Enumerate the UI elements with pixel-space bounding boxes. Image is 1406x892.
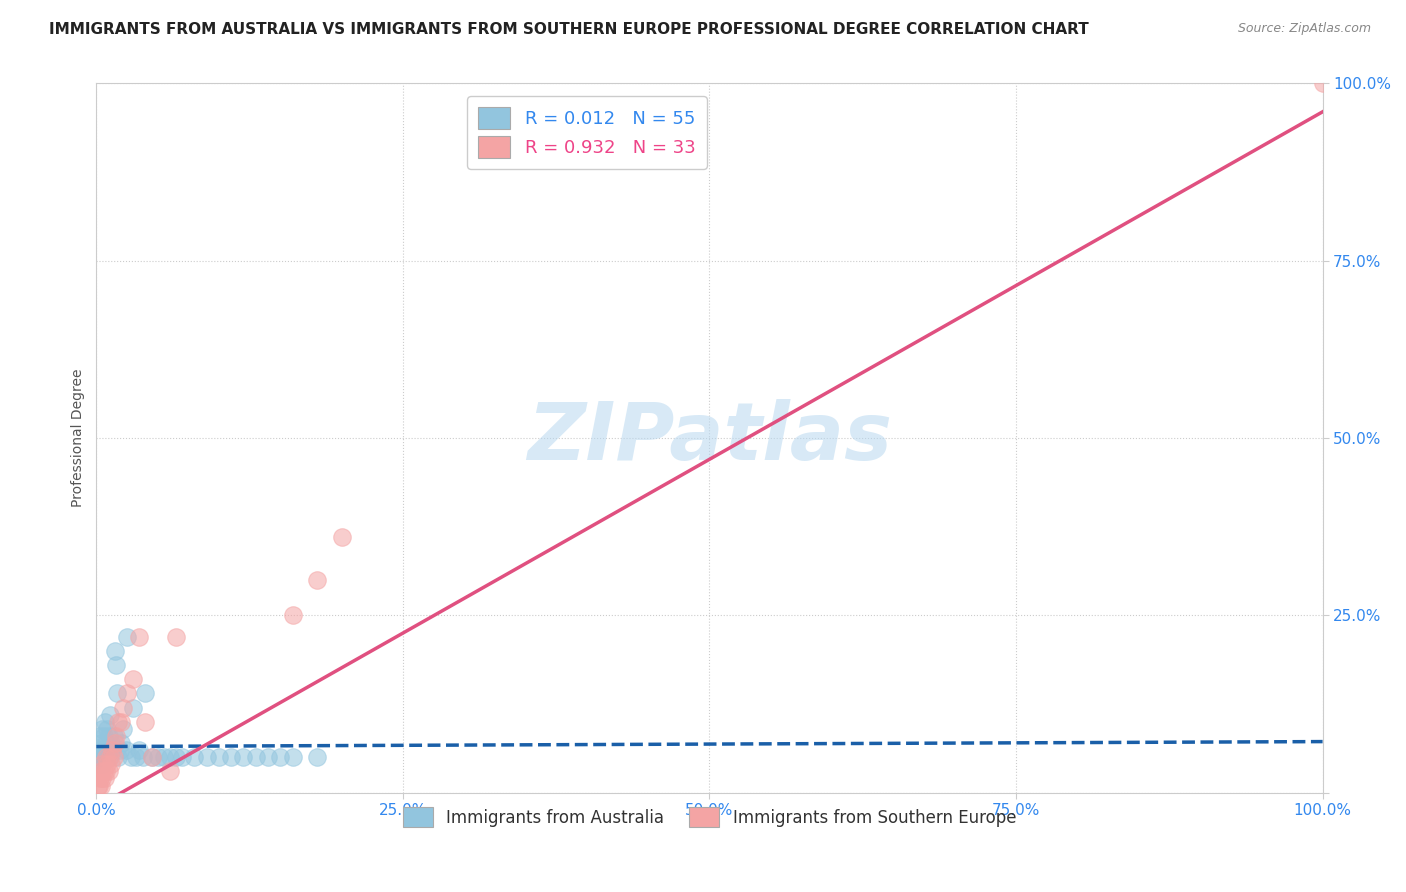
Point: [90, 779, 112, 793]
Point: [93, 729, 115, 743]
Point: [124, 750, 146, 764]
Point: [104, 644, 127, 658]
Text: ZIPatlas: ZIPatlas: [527, 399, 891, 477]
Point: [195, 750, 218, 764]
Point: [91, 757, 114, 772]
Point: [152, 750, 174, 764]
Point: [98, 707, 121, 722]
Point: [108, 743, 131, 757]
Point: [281, 608, 304, 623]
Point: [98, 750, 121, 764]
Point: [101, 743, 124, 757]
Point: [114, 743, 136, 757]
Point: [103, 729, 125, 743]
Point: [89, 729, 111, 743]
Point: [257, 750, 280, 764]
Point: [100, 736, 122, 750]
Point: [86, 750, 108, 764]
Point: [103, 750, 125, 764]
Point: [87, 757, 110, 772]
Point: [141, 750, 163, 764]
Point: [91, 722, 114, 736]
Point: [93, 764, 115, 779]
Point: [96, 722, 118, 736]
Point: [159, 764, 181, 779]
Legend: Immigrants from Australia, Immigrants from Southern Europe: Immigrants from Australia, Immigrants fr…: [396, 800, 1022, 834]
Point: [90, 750, 112, 764]
Point: [245, 750, 267, 764]
Point: [281, 750, 304, 764]
Point: [112, 700, 135, 714]
Point: [96, 743, 118, 757]
Point: [98, 743, 121, 757]
Point: [132, 750, 155, 764]
Point: [115, 686, 138, 700]
Point: [122, 672, 145, 686]
Point: [134, 714, 156, 729]
Point: [87, 779, 110, 793]
Point: [128, 630, 150, 644]
Point: [96, 750, 118, 764]
Y-axis label: Professional Degree: Professional Degree: [72, 368, 86, 508]
Point: [107, 714, 129, 729]
Point: [269, 750, 291, 764]
Point: [97, 764, 120, 779]
Point: [100, 757, 122, 772]
Point: [104, 729, 127, 743]
Point: [330, 530, 353, 544]
Point: [96, 736, 118, 750]
Point: [89, 772, 111, 786]
Point: [94, 772, 117, 786]
Point: [110, 714, 132, 729]
Text: IMMIGRANTS FROM AUSTRALIA VS IMMIGRANTS FROM SOUTHERN EUROPE PROFESSIONAL DEGREE: IMMIGRANTS FROM AUSTRALIA VS IMMIGRANTS …: [49, 22, 1090, 37]
Point: [146, 750, 169, 764]
Point: [307, 573, 329, 587]
Point: [165, 750, 187, 764]
Point: [101, 743, 124, 757]
Point: [94, 714, 117, 729]
Point: [141, 750, 163, 764]
Point: [128, 743, 150, 757]
Point: [96, 757, 118, 772]
Point: [89, 743, 111, 757]
Point: [97, 729, 120, 743]
Point: [96, 764, 118, 779]
Point: [110, 736, 132, 750]
Point: [219, 750, 242, 764]
Point: [93, 750, 115, 764]
Point: [97, 750, 120, 764]
Point: [232, 750, 254, 764]
Point: [91, 743, 114, 757]
Point: [90, 736, 112, 750]
Point: [122, 700, 145, 714]
Text: Source: ZipAtlas.com: Source: ZipAtlas.com: [1237, 22, 1371, 36]
Point: [165, 630, 187, 644]
Point: [104, 658, 127, 673]
Point: [94, 743, 117, 757]
Point: [105, 686, 128, 700]
Point: [90, 764, 112, 779]
Point: [172, 750, 194, 764]
Point: [104, 736, 127, 750]
Point: [115, 630, 138, 644]
Point: [134, 686, 156, 700]
Point: [91, 772, 114, 786]
Point: [159, 750, 181, 764]
Point: [307, 750, 329, 764]
Point: [183, 750, 205, 764]
Point: [96, 750, 118, 764]
Point: [91, 757, 114, 772]
Point: [107, 750, 129, 764]
Point: [112, 722, 135, 736]
Point: [86, 779, 108, 793]
Point: [1312, 77, 1334, 91]
Point: [120, 750, 142, 764]
Point: [208, 750, 231, 764]
